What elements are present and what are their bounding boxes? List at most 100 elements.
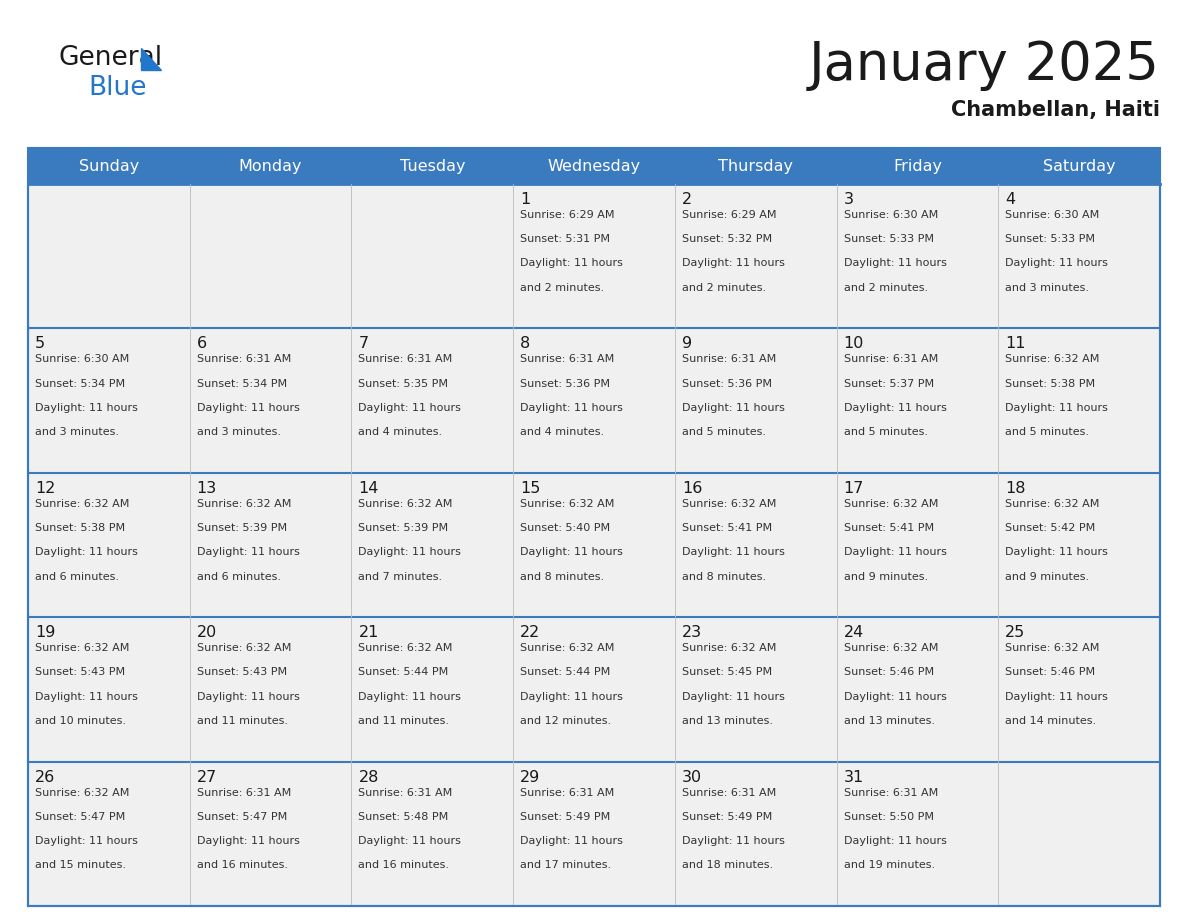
Bar: [513, 329, 675, 473]
Bar: [836, 329, 998, 473]
Text: 30: 30: [682, 769, 702, 785]
Bar: [675, 329, 836, 473]
Text: 11: 11: [1005, 336, 1025, 352]
Text: 13: 13: [197, 481, 217, 496]
Text: Sunset: 5:49 PM: Sunset: 5:49 PM: [682, 812, 772, 822]
Text: 12: 12: [34, 481, 56, 496]
Text: 26: 26: [34, 769, 56, 785]
Bar: [998, 762, 1159, 906]
Text: Sunrise: 6:31 AM: Sunrise: 6:31 AM: [520, 788, 614, 798]
Text: Sunset: 5:38 PM: Sunset: 5:38 PM: [1005, 378, 1095, 388]
Text: and 11 minutes.: and 11 minutes.: [359, 716, 449, 726]
Text: and 2 minutes.: and 2 minutes.: [682, 283, 766, 293]
Text: and 12 minutes.: and 12 minutes.: [520, 716, 612, 726]
Text: and 17 minutes.: and 17 minutes.: [520, 860, 612, 870]
Text: 4: 4: [1005, 192, 1016, 207]
Text: Sunrise: 6:32 AM: Sunrise: 6:32 AM: [34, 498, 129, 509]
Text: Monday: Monday: [239, 159, 302, 174]
Text: Sunrise: 6:30 AM: Sunrise: 6:30 AM: [34, 354, 129, 364]
Text: 1: 1: [520, 192, 530, 207]
Text: Sunrise: 6:31 AM: Sunrise: 6:31 AM: [520, 354, 614, 364]
Text: Daylight: 11 hours: Daylight: 11 hours: [359, 547, 461, 557]
Text: Daylight: 11 hours: Daylight: 11 hours: [34, 547, 138, 557]
Text: Daylight: 11 hours: Daylight: 11 hours: [843, 691, 947, 701]
Text: 7: 7: [359, 336, 368, 352]
Text: Sunrise: 6:32 AM: Sunrise: 6:32 AM: [843, 498, 939, 509]
Text: and 19 minutes.: and 19 minutes.: [843, 860, 935, 870]
Bar: [513, 617, 675, 762]
Text: Tuesday: Tuesday: [399, 159, 465, 174]
Text: Daylight: 11 hours: Daylight: 11 hours: [197, 836, 299, 846]
Text: and 18 minutes.: and 18 minutes.: [682, 860, 773, 870]
Bar: [352, 329, 513, 473]
Text: Sunset: 5:34 PM: Sunset: 5:34 PM: [34, 378, 125, 388]
Text: and 16 minutes.: and 16 minutes.: [359, 860, 449, 870]
Bar: [29, 617, 190, 762]
Bar: [29, 148, 1159, 906]
Text: 3: 3: [843, 192, 853, 207]
Text: Sunrise: 6:32 AM: Sunrise: 6:32 AM: [197, 498, 291, 509]
Text: and 13 minutes.: and 13 minutes.: [682, 716, 773, 726]
Text: Wednesday: Wednesday: [548, 159, 640, 174]
Text: Daylight: 11 hours: Daylight: 11 hours: [359, 403, 461, 413]
Bar: [836, 762, 998, 906]
Bar: [836, 617, 998, 762]
Text: 28: 28: [359, 769, 379, 785]
Text: Sunrise: 6:32 AM: Sunrise: 6:32 AM: [359, 644, 453, 654]
Text: Sunrise: 6:30 AM: Sunrise: 6:30 AM: [1005, 210, 1100, 220]
Text: Sunset: 5:47 PM: Sunset: 5:47 PM: [34, 812, 125, 822]
Bar: [190, 617, 352, 762]
Text: January 2025: January 2025: [809, 39, 1159, 91]
Text: Sunset: 5:41 PM: Sunset: 5:41 PM: [843, 523, 934, 533]
Text: Daylight: 11 hours: Daylight: 11 hours: [359, 836, 461, 846]
Polygon shape: [141, 48, 162, 70]
Bar: [352, 184, 513, 329]
Text: Sunrise: 6:32 AM: Sunrise: 6:32 AM: [843, 644, 939, 654]
Text: Daylight: 11 hours: Daylight: 11 hours: [197, 691, 299, 701]
Text: Chambellan, Haiti: Chambellan, Haiti: [952, 100, 1159, 120]
Text: 8: 8: [520, 336, 530, 352]
Text: Daylight: 11 hours: Daylight: 11 hours: [682, 691, 785, 701]
Text: Daylight: 11 hours: Daylight: 11 hours: [682, 836, 785, 846]
Bar: [513, 473, 675, 617]
Text: and 9 minutes.: and 9 minutes.: [1005, 572, 1089, 581]
Text: Sunrise: 6:32 AM: Sunrise: 6:32 AM: [1005, 354, 1100, 364]
Text: Sunset: 5:36 PM: Sunset: 5:36 PM: [520, 378, 611, 388]
Text: Sunrise: 6:32 AM: Sunrise: 6:32 AM: [1005, 498, 1100, 509]
Text: Sunrise: 6:31 AM: Sunrise: 6:31 AM: [682, 788, 776, 798]
Text: Daylight: 11 hours: Daylight: 11 hours: [520, 259, 623, 268]
Text: Sunrise: 6:32 AM: Sunrise: 6:32 AM: [1005, 644, 1100, 654]
Text: Daylight: 11 hours: Daylight: 11 hours: [520, 836, 623, 846]
Text: 9: 9: [682, 336, 691, 352]
Text: Sunset: 5:34 PM: Sunset: 5:34 PM: [197, 378, 286, 388]
Text: 23: 23: [682, 625, 702, 640]
Text: Daylight: 11 hours: Daylight: 11 hours: [520, 547, 623, 557]
Bar: [836, 473, 998, 617]
Bar: [29, 473, 190, 617]
Text: and 11 minutes.: and 11 minutes.: [197, 716, 287, 726]
Text: Daylight: 11 hours: Daylight: 11 hours: [520, 691, 623, 701]
Text: Sunset: 5:43 PM: Sunset: 5:43 PM: [34, 667, 125, 677]
Text: Sunset: 5:36 PM: Sunset: 5:36 PM: [682, 378, 772, 388]
Text: Daylight: 11 hours: Daylight: 11 hours: [197, 547, 299, 557]
Text: Blue: Blue: [88, 75, 146, 101]
Text: Sunrise: 6:32 AM: Sunrise: 6:32 AM: [520, 644, 614, 654]
Text: Sunrise: 6:32 AM: Sunrise: 6:32 AM: [34, 788, 129, 798]
Bar: [190, 473, 352, 617]
Text: Friday: Friday: [893, 159, 942, 174]
Text: 17: 17: [843, 481, 864, 496]
Text: 18: 18: [1005, 481, 1025, 496]
Text: 27: 27: [197, 769, 217, 785]
Text: 16: 16: [682, 481, 702, 496]
Text: Sunrise: 6:31 AM: Sunrise: 6:31 AM: [197, 354, 291, 364]
Text: and 8 minutes.: and 8 minutes.: [682, 572, 766, 581]
Text: Daylight: 11 hours: Daylight: 11 hours: [1005, 259, 1108, 268]
Text: 21: 21: [359, 625, 379, 640]
Text: Sunset: 5:45 PM: Sunset: 5:45 PM: [682, 667, 772, 677]
Text: and 3 minutes.: and 3 minutes.: [1005, 283, 1089, 293]
Text: Sunrise: 6:31 AM: Sunrise: 6:31 AM: [197, 788, 291, 798]
Text: Sunset: 5:50 PM: Sunset: 5:50 PM: [843, 812, 934, 822]
Text: 22: 22: [520, 625, 541, 640]
Text: Sunset: 5:48 PM: Sunset: 5:48 PM: [359, 812, 449, 822]
Text: Sunset: 5:39 PM: Sunset: 5:39 PM: [197, 523, 286, 533]
